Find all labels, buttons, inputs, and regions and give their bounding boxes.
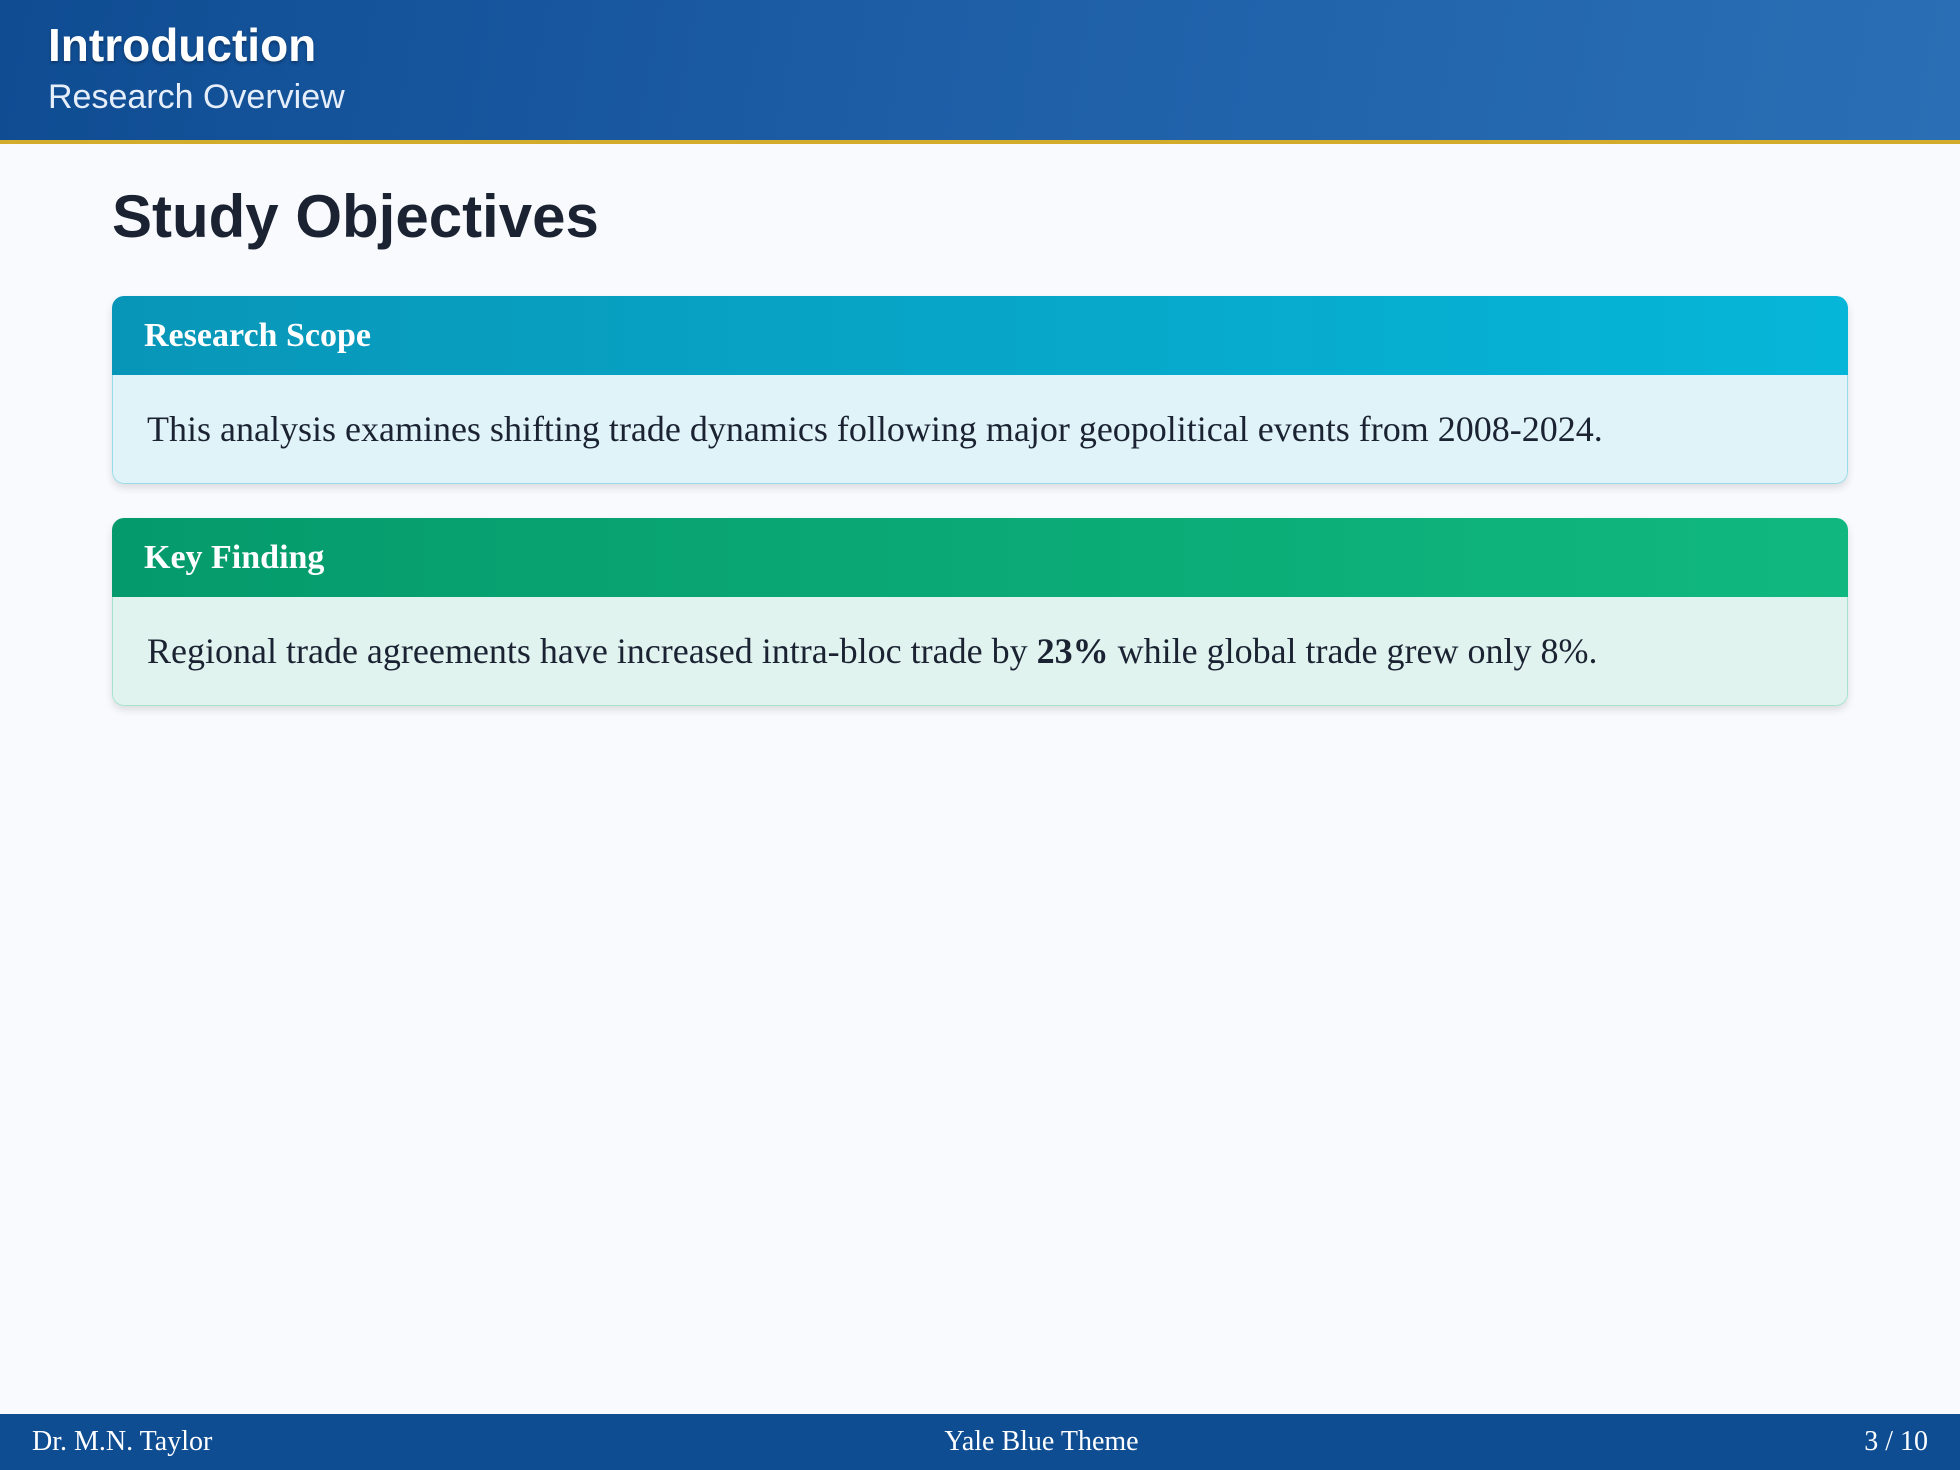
slide-header: Introduction Research Overview <box>0 0 1960 144</box>
page-number: 3 / 10 <box>1864 1426 1928 1457</box>
section-subtitle: Research Overview <box>48 78 345 116</box>
footer-theme: Yale Blue Theme <box>944 1426 1139 1457</box>
slide-footer: Dr. M.N. Taylor Yale Blue Theme 3 / 10 <box>0 1414 1960 1470</box>
box-heading: Research Scope <box>112 296 1848 375</box>
key-finding-box: Key Finding Regional trade agreements ha… <box>112 518 1848 706</box>
section-title: Introduction <box>48 19 317 71</box>
page-title: Study Objectives <box>112 183 599 250</box>
footer-author: Dr. M.N. Taylor <box>32 1426 213 1457</box>
emphasis-value: 23% <box>1036 631 1109 671</box>
research-scope-box: Research Scope This analysis examines sh… <box>112 296 1848 484</box>
box-text: Regional trade agreements have increased… <box>147 631 1037 671</box>
box-body: Regional trade agreements have increased… <box>112 597 1848 706</box>
box-body: This analysis examines shifting trade dy… <box>112 375 1848 484</box>
box-text: This analysis examines shifting trade dy… <box>147 409 1603 449</box>
box-text: while global trade grew only 8%. <box>1108 631 1598 671</box>
box-heading: Key Finding <box>112 518 1848 597</box>
